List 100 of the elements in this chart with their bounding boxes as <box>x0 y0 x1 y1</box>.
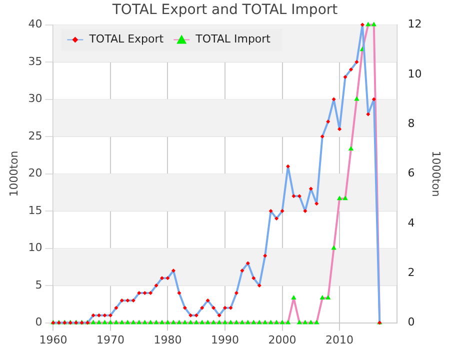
point <box>182 306 187 310</box>
point <box>177 291 182 295</box>
point <box>90 320 96 324</box>
point <box>338 127 342 132</box>
x-tick-label: 2010 <box>326 333 354 346</box>
y-tick-label: 10 <box>28 241 42 254</box>
point <box>286 164 290 168</box>
point <box>240 268 244 273</box>
point <box>251 320 256 324</box>
point <box>91 313 96 318</box>
point <box>97 313 102 318</box>
y2-tick-label: 2 <box>408 266 415 279</box>
point <box>222 320 228 324</box>
point <box>166 276 170 280</box>
y-tick-label: 40 <box>28 18 42 31</box>
point <box>142 320 148 324</box>
point <box>263 254 268 258</box>
point <box>314 202 319 206</box>
point <box>102 320 108 324</box>
point <box>252 276 256 280</box>
y2-tick-label: 12 <box>408 18 422 31</box>
point <box>130 320 136 324</box>
point <box>268 209 273 214</box>
point <box>206 298 210 302</box>
point <box>159 320 165 324</box>
point <box>154 284 158 288</box>
point <box>292 194 296 198</box>
point <box>137 291 142 295</box>
point <box>126 298 130 302</box>
point <box>342 196 348 200</box>
point <box>320 294 325 300</box>
y-tick-label: 0 <box>35 316 42 329</box>
point <box>332 97 336 102</box>
point <box>171 268 176 273</box>
point <box>372 97 376 102</box>
point <box>336 196 342 200</box>
x-tick-label: 1990 <box>211 333 239 346</box>
point <box>297 194 302 198</box>
point <box>188 313 193 318</box>
point <box>314 320 320 324</box>
y-tick-label: 5 <box>35 278 42 292</box>
point <box>354 96 360 101</box>
point <box>280 209 284 214</box>
legend-label: TOTAL Export <box>88 32 164 46</box>
point <box>308 320 314 324</box>
point <box>205 320 210 324</box>
y-tick-label: 25 <box>28 129 42 142</box>
point <box>217 313 222 318</box>
point <box>326 120 330 124</box>
x-tick-label: 1960 <box>39 333 68 346</box>
x-tick-label: 2000 <box>268 333 296 346</box>
point <box>199 320 205 324</box>
point <box>102 313 107 318</box>
point <box>114 306 118 310</box>
point <box>268 320 274 324</box>
point <box>234 291 238 295</box>
point <box>228 320 234 324</box>
point <box>257 284 262 288</box>
point <box>360 22 364 27</box>
point <box>131 298 136 302</box>
point <box>296 320 302 324</box>
point <box>170 320 176 324</box>
y-tick-label: 30 <box>28 92 42 106</box>
point <box>210 320 216 324</box>
point <box>256 320 262 324</box>
y2-tick-label: 8 <box>408 116 415 130</box>
point <box>194 313 198 318</box>
point <box>96 320 102 324</box>
point <box>148 291 153 295</box>
point <box>228 306 233 310</box>
point <box>303 209 308 214</box>
point <box>274 216 279 220</box>
point <box>274 320 280 324</box>
point <box>291 294 296 300</box>
point <box>188 320 194 324</box>
point <box>366 112 370 116</box>
point <box>234 320 240 324</box>
point <box>125 320 130 324</box>
point <box>212 306 216 310</box>
point <box>216 320 222 324</box>
y-tick-label: 20 <box>28 166 42 180</box>
point <box>182 320 188 324</box>
point <box>194 320 199 324</box>
point <box>348 68 353 72</box>
point <box>114 320 119 324</box>
point <box>120 298 124 302</box>
x-tick-label: 1970 <box>96 333 124 346</box>
y-axis-title: 1000ton <box>7 150 20 197</box>
point <box>285 320 291 324</box>
point <box>176 320 182 324</box>
y2-axis-title: 1000ton <box>430 150 443 197</box>
point <box>302 320 308 324</box>
point <box>280 320 285 324</box>
point <box>108 320 114 324</box>
point <box>136 320 142 324</box>
legend-label: TOTAL Import <box>194 32 272 46</box>
point <box>325 294 331 300</box>
point <box>366 22 371 26</box>
y-tick-label: 15 <box>28 204 42 217</box>
point <box>262 320 268 324</box>
